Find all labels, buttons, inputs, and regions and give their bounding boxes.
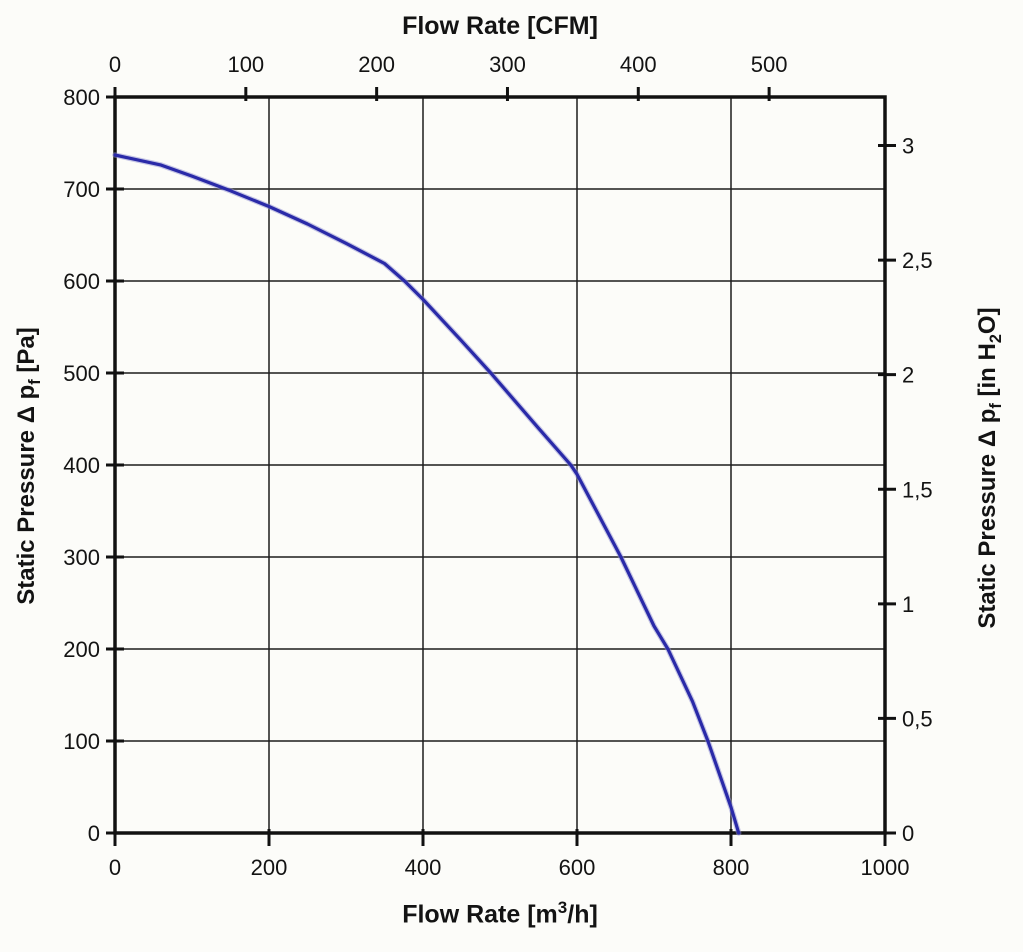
top-axis-title-text: Flow Rate [CFM] [402, 12, 598, 40]
bottom-axis-tick-label: 1000 [861, 855, 910, 880]
bottom-axis-tick-label: 600 [559, 855, 596, 880]
right-axis-title-text-mid: [in H [974, 343, 1001, 404]
left-axis-tick-label: 300 [63, 545, 100, 570]
left-axis-tick-label: 800 [63, 85, 100, 110]
right-axis-tick-label: 0 [902, 821, 914, 846]
left-axis-title-text-end: [Pa] [13, 327, 40, 380]
left-axis-tick-label: 600 [63, 269, 100, 294]
top-axis-tick-label: 300 [489, 52, 526, 77]
right-axis-tick-label: 1 [902, 592, 914, 617]
top-axis-title: Flow Rate [CFM] [115, 12, 885, 41]
left-axis-tick-label: 100 [63, 729, 100, 754]
left-axis-tick-label: 500 [63, 361, 100, 386]
right-axis-title-text: Static Pressure Δ p [974, 408, 1001, 629]
left-axis-tick-label: 400 [63, 453, 100, 478]
bottom-axis-title-superscript: 3 [557, 898, 568, 917]
bottom-axis-tick-label: 200 [251, 855, 288, 880]
left-axis-tick-label: 200 [63, 637, 100, 662]
right-axis-title-text-end: O] [974, 307, 1001, 335]
right-axis-title-subscript-f: f [986, 403, 1005, 409]
right-axis-tick-label: 2,5 [902, 248, 933, 273]
right-axis-title-subscript-2: 2 [986, 334, 1005, 344]
bottom-axis-title: Flow Rate [m3/h] [115, 898, 885, 929]
top-axis-tick-label: 500 [751, 52, 788, 77]
fan-curve [113, 153, 741, 835]
bottom-axis-tick-label: 800 [713, 855, 750, 880]
top-axis-tick-label: 100 [227, 52, 264, 77]
right-axis-tick-label: 2 [902, 363, 914, 388]
fan-curve-halo [112, 152, 742, 836]
left-axis-title-text: Static Pressure Δ p [13, 384, 40, 605]
left-axis-title-subscript: f [25, 379, 44, 385]
bottom-axis-title-text-end: /h] [567, 900, 598, 929]
left-axis-tick-label: 700 [63, 177, 100, 202]
top-axis-tick-label: 400 [620, 52, 657, 77]
left-axis-title: Static Pressure Δ pf [Pa] [12, 266, 44, 666]
bottom-axis-tick-label: 400 [405, 855, 442, 880]
top-axis-tick-label: 0 [109, 52, 121, 77]
left-axis-tick-label: 0 [88, 821, 100, 846]
right-axis-title: Static Pressure Δ pf [in H2O] [973, 268, 1005, 668]
top-axis-tick-label: 200 [358, 52, 395, 77]
bottom-axis-tick-label: 0 [109, 855, 121, 880]
right-axis-tick-label: 1,5 [902, 477, 933, 502]
bottom-axis-title-text: Flow Rate [m [402, 900, 558, 929]
right-axis-tick-label: 3 [902, 134, 914, 159]
right-axis-tick-label: 0,5 [902, 706, 933, 731]
